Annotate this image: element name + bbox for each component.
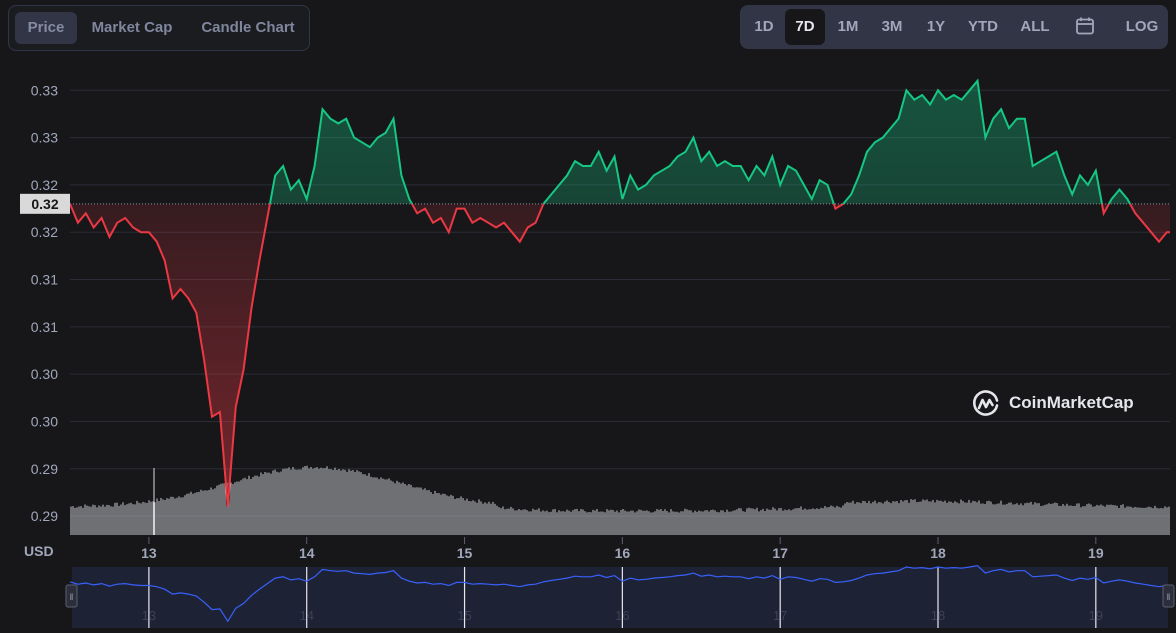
- tab-price[interactable]: Price: [15, 12, 77, 44]
- y-tick-label: 0.33: [31, 82, 58, 98]
- watermark-text: CoinMarketCap: [1009, 393, 1134, 412]
- right-handle-grip-icon: ǁ: [1167, 592, 1171, 602]
- y-tick-label: 0.31: [31, 319, 58, 335]
- range-tabs: 1D 7D 1M 3M 1Y YTD ALL LOG: [740, 5, 1168, 49]
- log-scale-button[interactable]: LOG: [1125, 18, 1159, 35]
- tab-market-cap[interactable]: Market Cap: [91, 19, 173, 36]
- x-tick-label: 15: [457, 545, 473, 561]
- range-1y-button[interactable]: 1Y: [926, 18, 946, 35]
- range-navigator[interactable]: 13 14 15 16 17 18 19 ǁ ǁ: [65, 565, 1175, 628]
- x-tick-label: 19: [1088, 545, 1104, 561]
- price-line: [70, 78, 1170, 507]
- y-tick-label: 0.32: [31, 224, 58, 240]
- y-tick-label: 0.32: [31, 177, 58, 193]
- current-price-badge: 0.32: [20, 193, 70, 214]
- calendar-icon[interactable]: [1075, 16, 1095, 36]
- x-tick-label: 16: [615, 545, 631, 561]
- range-3m-button[interactable]: 3M: [881, 18, 903, 35]
- navigator-tick-label: 14: [299, 608, 313, 623]
- price-area-up: [70, 80, 1131, 204]
- y-tick-label: 0.30: [31, 366, 58, 382]
- navigator-tick-label: 16: [615, 608, 629, 623]
- y-axis: 0.33 0.33 0.32 0.32 0.31 0.31 0.30 0.30 0.29 0.29: [31, 82, 58, 524]
- navigator-left-handle[interactable]: [65, 584, 78, 608]
- y-tick-label: 0.29: [31, 508, 58, 524]
- navigator-tick-label: 13: [142, 608, 156, 623]
- x-tick-label: 13: [141, 545, 157, 561]
- navigator-tick-label: 17: [773, 608, 787, 623]
- currency-label: USD: [24, 543, 54, 559]
- navigator-tick-label: 18: [931, 608, 945, 623]
- coinmarketcap-logo-icon: [972, 390, 999, 416]
- navigator-line: [69, 565, 1170, 623]
- current-price-label: 0.32: [31, 196, 58, 212]
- price-line-down: [70, 203, 1170, 507]
- navigator-tick-label: 15: [457, 608, 471, 623]
- tab-candle-chart[interactable]: Candle Chart: [201, 19, 295, 36]
- x-tick-label: 14: [299, 545, 315, 561]
- price-area: [70, 80, 1170, 507]
- range-7d-button[interactable]: 7D: [785, 9, 825, 45]
- range-ytd-button[interactable]: YTD: [968, 18, 998, 35]
- y-tick-label: 0.30: [31, 413, 58, 429]
- y-tick-label: 0.29: [31, 461, 58, 477]
- volume-bars: [70, 465, 1170, 535]
- chart-type-tabs: Price Market Cap Candle Chart: [8, 5, 310, 51]
- coinmarketcap-logo: CoinMarketCap: [971, 387, 1134, 419]
- price-area-down: [70, 203, 1170, 507]
- range-1m-button[interactable]: 1M: [837, 18, 859, 35]
- left-handle-grip-icon: ǁ: [70, 592, 74, 602]
- navigator-tick-label: 19: [1089, 608, 1103, 623]
- y-tick-label: 0.31: [31, 272, 58, 288]
- x-axis: 13 14 15 16 17 18 19: [141, 537, 1104, 561]
- y-tick-label: 0.33: [31, 130, 58, 146]
- navigator-right-handle[interactable]: [1162, 584, 1175, 608]
- range-1d-button[interactable]: 1D: [754, 18, 774, 35]
- x-tick-label: 18: [930, 545, 946, 561]
- navigator-ticks: 13 14 15 16 17 18 19: [142, 567, 1103, 628]
- price-line-up: [70, 78, 1132, 204]
- x-tick-label: 17: [772, 545, 788, 561]
- range-all-button[interactable]: ALL: [1020, 18, 1050, 35]
